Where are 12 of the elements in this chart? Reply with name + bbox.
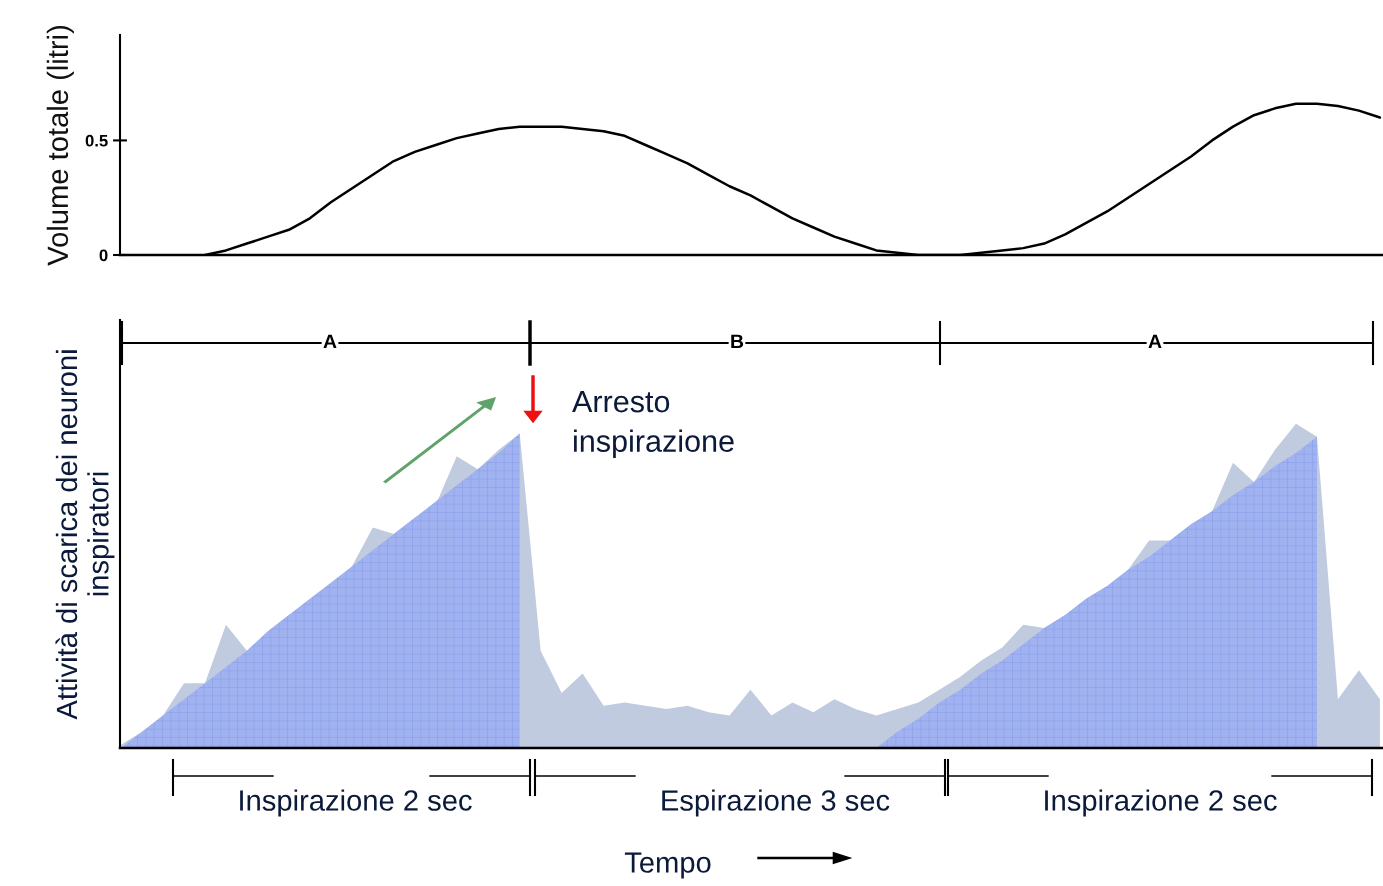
text: Espirazione 3 sec (662, 789, 890, 817)
y-axis-title: Volume totale (litri) (46, 26, 74, 266)
y-tick-label: 0 (99, 249, 108, 262)
text: A (1148, 334, 1162, 349)
annotation: Arresto inspirazione (572, 391, 734, 459)
text: B (731, 334, 744, 349)
y-axis-title: Attività di scarica dei neuroni inspiratori (55, 350, 115, 720)
y-tick-label: 0.5 (85, 134, 108, 147)
text: Inspirazione 2 sec (1045, 789, 1277, 817)
text: Tempo (624, 852, 711, 879)
text: Inspirazione 2 sec (240, 789, 472, 817)
text: A (323, 334, 337, 349)
